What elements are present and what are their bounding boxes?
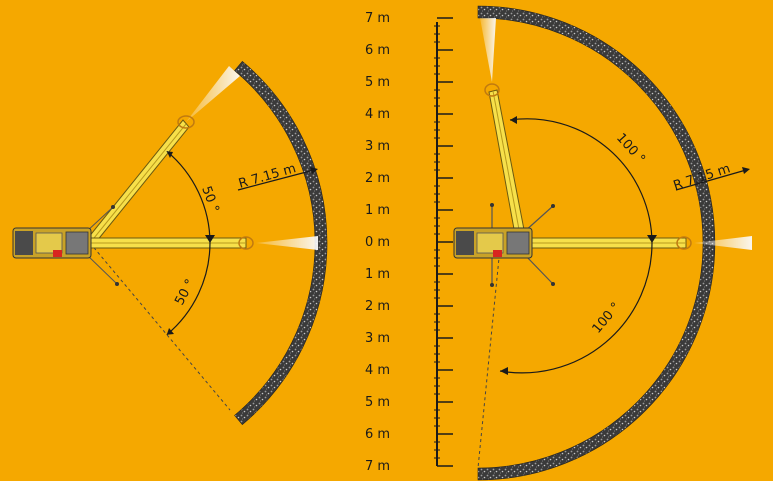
right-upper-lamp-beam (480, 18, 496, 82)
right-angle-lower-label: 100 ° (590, 300, 624, 337)
right-main-lamp-beam (694, 236, 752, 250)
left-angle-arc-upper (166, 150, 211, 244)
left-radius-label: R 7.15 m (237, 161, 298, 192)
scale-label: 4 m (365, 107, 390, 122)
scale-label: 2 m (365, 299, 390, 314)
scale-label: 2 m (365, 171, 390, 186)
right-ground-arc (477, 5, 716, 481)
right-main-hook (676, 236, 692, 250)
left-angle-lower-label: 50 ° (172, 277, 198, 308)
right-crane-carrier (453, 227, 533, 259)
right-angle-arc-upper (509, 118, 653, 244)
scale-label: 5 m (365, 75, 390, 90)
scale-label: 3 m (365, 139, 390, 154)
scale-label: 6 m (365, 43, 390, 58)
right-diagram: R 7.15 m 100 ° 100 ° (453, 5, 752, 481)
right-radius-arrow (675, 169, 747, 191)
left-main-hook (238, 236, 254, 250)
left-upper-hook (177, 115, 195, 129)
right-angle-upper-label: 100 ° (613, 131, 648, 167)
left-angle-arc-lower (166, 242, 211, 336)
right-upper-hook (484, 83, 500, 97)
right-lower-limit-line (477, 247, 501, 469)
right-angle-arc-lower (499, 242, 653, 374)
scale-label: 1 m (365, 267, 390, 282)
scale-label: 5 m (365, 395, 390, 410)
meter-scale: 7 m 6 m 5 m 4 m 3 m 2 m 1 m 0 m 1 m 2 m 3 m 4 m 5 m 6… (365, 11, 453, 474)
left-diagram: R 7.15 m 50 ° 50 ° (12, 60, 328, 426)
left-upper-lamp-beam (186, 66, 240, 122)
scale-label: 3 m (365, 331, 390, 346)
scale-label: 1 m (365, 203, 390, 218)
left-crane-carrier (12, 227, 92, 259)
left-main-lamp-beam (256, 236, 318, 250)
scale-label: 4 m (365, 363, 390, 378)
right-upper-boom (488, 89, 527, 241)
scale-label: 7 m (365, 459, 390, 474)
scale-label: 0 m (365, 235, 390, 250)
scale-label: 7 m (365, 11, 390, 26)
left-ground-arc (234, 60, 328, 426)
left-radius-arrow (237, 169, 315, 191)
scale-label: 6 m (365, 427, 390, 442)
left-lower-limit-line (89, 242, 231, 411)
